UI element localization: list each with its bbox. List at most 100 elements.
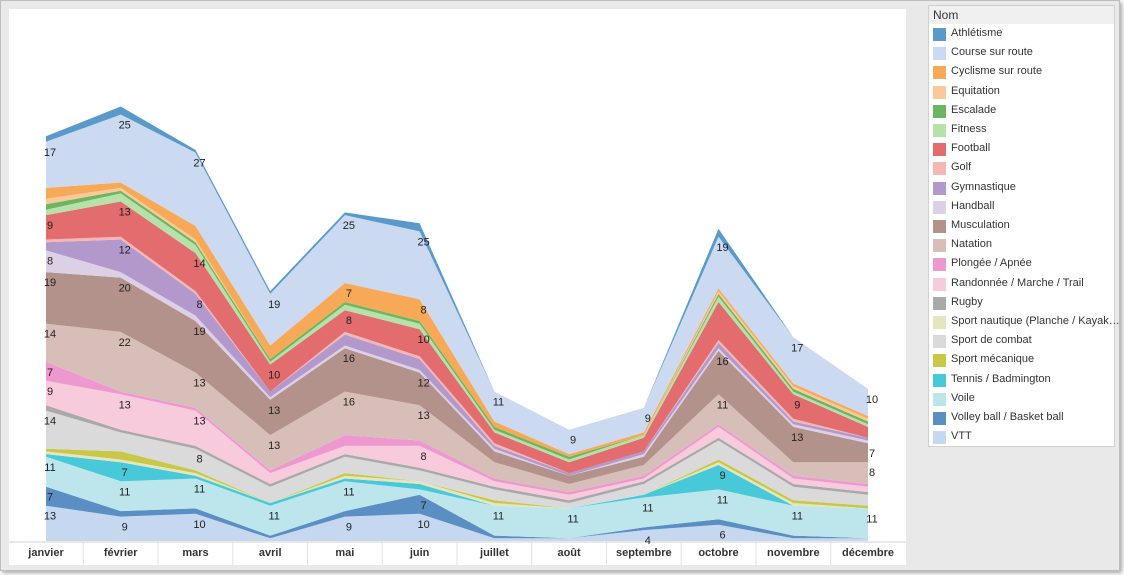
legend-item[interactable]: Sport de combat [929, 332, 1114, 351]
data-label: 9 [122, 522, 128, 534]
legend-swatch [933, 258, 946, 272]
area-series[interactable] [46, 106, 868, 430]
legend-item[interactable]: Golf [929, 159, 1114, 178]
data-label: 11 [343, 486, 354, 498]
legend-item[interactable]: Escalade [929, 102, 1114, 121]
area-series[interactable] [46, 486, 868, 539]
legend-label: Cyclisme sur route [951, 65, 1043, 78]
area-series[interactable] [46, 505, 868, 541]
data-label: 7 [122, 467, 128, 479]
legend-item[interactable]: Natation [929, 236, 1114, 255]
area-series[interactable] [46, 451, 868, 509]
x-tick-label: juin [409, 547, 430, 559]
x-tick-label: septembre [616, 547, 672, 559]
legend-label: Rugby [951, 295, 983, 308]
legend-item[interactable]: Volley ball / Basket ball [929, 409, 1114, 428]
data-label: 8 [869, 467, 875, 479]
legend-item[interactable]: Equitation [929, 83, 1114, 102]
legend-item[interactable]: Rugby [929, 294, 1114, 313]
area-series[interactable] [46, 239, 868, 476]
data-label: 20 [119, 283, 131, 295]
legend-item[interactable]: Sport mécanique [929, 351, 1114, 370]
x-tick-label: juillet [479, 547, 509, 559]
plot-area: 17 25 27 19 25 25 11 9 9 19 17 10 7 8 9 13 14 10 8 10 9 12 8 8 1… [9, 9, 906, 565]
legend-label: Golf [951, 161, 972, 174]
data-label: 8 [346, 315, 352, 327]
legend-item[interactable]: Football [929, 140, 1114, 159]
legend-label: Sport de combat [951, 334, 1032, 347]
legend-label: Equitation [951, 84, 1000, 97]
area-series[interactable] [46, 323, 868, 493]
data-label: 13 [119, 207, 131, 219]
area-series[interactable] [46, 448, 868, 509]
legend-item[interactable]: Fitness [929, 121, 1114, 140]
data-label: 19 [716, 242, 728, 254]
data-label: 11 [268, 511, 279, 523]
data-label: 9 [47, 220, 53, 232]
data-label: 11 [717, 399, 728, 411]
legend-swatch [933, 296, 946, 310]
legend-item[interactable]: Musculation [929, 217, 1114, 236]
area-series[interactable] [46, 114, 868, 455]
legend-label: Handball [951, 199, 995, 212]
data-label: 13 [119, 399, 131, 411]
legend-title: Nom [933, 8, 959, 22]
legend-label: Gymnastique [951, 180, 1016, 193]
legend-swatch [933, 354, 946, 368]
legend-label: Tennis / Badmington [951, 372, 1051, 385]
data-label: 19 [193, 326, 205, 338]
data-label: 12 [119, 245, 131, 257]
legend-item[interactable]: Voile [929, 390, 1114, 409]
area-series[interactable] [46, 201, 868, 474]
x-tick-label: décembre [842, 547, 894, 559]
data-label: 19 [268, 299, 280, 311]
area-series[interactable] [46, 454, 868, 509]
area-series[interactable] [46, 193, 868, 463]
legend-item[interactable]: Cyclisme sur route [929, 63, 1114, 82]
data-label: 8 [196, 299, 202, 311]
area-series[interactable] [46, 380, 868, 501]
legend-item[interactable]: VTT [929, 428, 1114, 447]
area-series[interactable] [46, 405, 868, 503]
legend-label: Athlétisme [951, 27, 1003, 39]
legend-swatch [933, 124, 946, 137]
legend-item[interactable]: Randonnée / Marche / Trail [929, 275, 1114, 294]
legend-header [929, 6, 1114, 24]
area-series[interactable] [46, 272, 868, 484]
data-label: 13 [791, 432, 803, 444]
data-label: 13 [193, 416, 205, 428]
legend-item[interactable]: Athlétisme [929, 25, 1114, 44]
legend-swatch [933, 85, 946, 99]
data-label: 14 [193, 258, 205, 270]
legend-item[interactable]: Tennis / Badmington [929, 371, 1114, 390]
legend-item[interactable]: Gymnastique [929, 179, 1114, 198]
data-label: 25 [343, 220, 355, 232]
legend-label: Escalade [951, 103, 997, 116]
data-label: 11 [642, 503, 653, 515]
legend-swatch [933, 335, 946, 349]
data-label: 9 [645, 413, 651, 425]
legend-swatch [933, 392, 946, 406]
data-label: 9 [346, 522, 352, 534]
x-tick-label: août [557, 547, 581, 559]
legend-label: Fitness [951, 123, 987, 135]
data-label: 7 [47, 492, 53, 504]
x-tick-label: mars [182, 547, 208, 559]
data-label: 8 [196, 454, 202, 466]
legend-item[interactable]: Course sur route [929, 44, 1114, 63]
area-series[interactable] [46, 410, 868, 509]
data-label: 17 [44, 147, 56, 159]
data-label: 10 [866, 394, 878, 406]
legend-item[interactable]: Sport nautique (Planche / Kayak… [929, 313, 1120, 332]
legend-swatch [933, 47, 946, 61]
area-series[interactable] [46, 456, 868, 539]
legend-swatch [933, 220, 946, 233]
area-series[interactable] [46, 182, 868, 457]
data-label: 22 [119, 337, 131, 349]
legend-item[interactable]: Plongée / Apnée [929, 255, 1114, 274]
data-label: 8 [47, 255, 53, 267]
legend-swatch [933, 143, 946, 157]
data-label: 13 [193, 378, 205, 390]
legend-item[interactable]: Handball [929, 198, 1114, 217]
